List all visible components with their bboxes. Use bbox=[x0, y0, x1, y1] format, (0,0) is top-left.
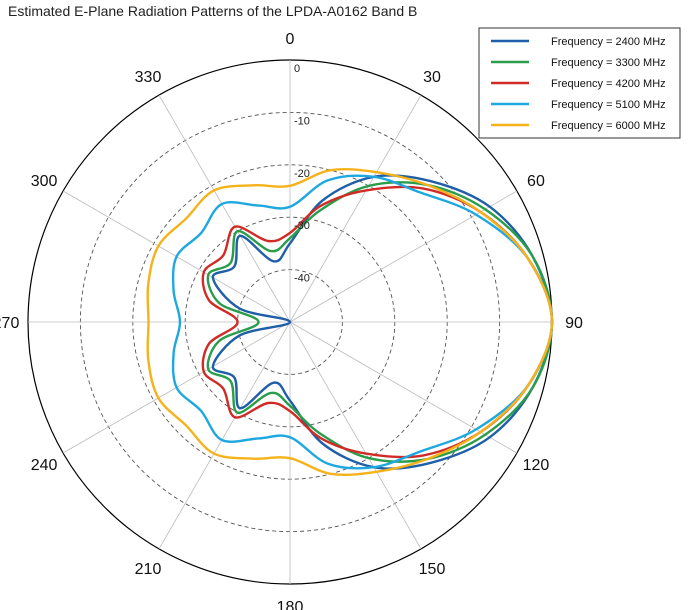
angular-grid-line bbox=[289, 190, 518, 323]
angle-tick-label: 330 bbox=[135, 69, 162, 86]
angle-tick-label: 90 bbox=[565, 315, 583, 332]
radial-tick-label: -10 bbox=[294, 115, 310, 127]
angular-grid-line bbox=[289, 321, 518, 454]
legend-label: Frequency = 5100 MHz bbox=[551, 99, 666, 111]
angle-tick-label: 150 bbox=[419, 561, 446, 578]
legend-label: Frequency = 3300 MHz bbox=[551, 57, 666, 69]
radial-tick-labels: 0 -10 -20 -30 -40 bbox=[294, 63, 310, 285]
legend-label: Frequency = 6000 MHz bbox=[551, 120, 666, 132]
angle-tick-labels: 0 30 60 90 120 150 180 210 240 270 300 330 bbox=[0, 31, 583, 610]
series-line-3 bbox=[171, 174, 554, 470]
angular-grid-line bbox=[289, 94, 422, 323]
series-line-4 bbox=[146, 167, 554, 477]
angle-tick-label: 210 bbox=[135, 561, 162, 578]
angle-tick-label: 180 bbox=[277, 599, 304, 610]
chart-title: Estimated E-Plane Radiation Patterns of … bbox=[8, 3, 417, 19]
series-layer bbox=[146, 167, 554, 477]
angular-grid-line bbox=[289, 321, 422, 550]
radial-tick-label: -40 bbox=[294, 273, 310, 285]
angle-tick-label: 60 bbox=[527, 173, 545, 190]
series-line-1 bbox=[206, 181, 554, 463]
angle-tick-label: 240 bbox=[31, 457, 58, 474]
polar-grid bbox=[27, 59, 553, 585]
radial-tick-label: -30 bbox=[294, 220, 310, 232]
angle-tick-label: 0 bbox=[286, 31, 295, 48]
legend-label: Frequency = 2400 MHz bbox=[551, 36, 666, 48]
angular-grid-line bbox=[158, 94, 291, 323]
angular-grid-line bbox=[158, 321, 291, 550]
angle-tick-label: 120 bbox=[523, 457, 550, 474]
angle-tick-label: 270 bbox=[0, 315, 19, 332]
series-line-0 bbox=[211, 174, 554, 470]
radial-tick-label: -20 bbox=[294, 168, 310, 180]
legend: Frequency = 2400 MHz Frequency = 3300 MHz… bbox=[478, 27, 681, 139]
legend-label: Frequency = 4200 MHz bbox=[551, 78, 666, 90]
angle-tick-label: 30 bbox=[423, 69, 441, 86]
radial-tick-label: 0 bbox=[294, 63, 300, 75]
angle-tick-label: 300 bbox=[31, 173, 58, 190]
